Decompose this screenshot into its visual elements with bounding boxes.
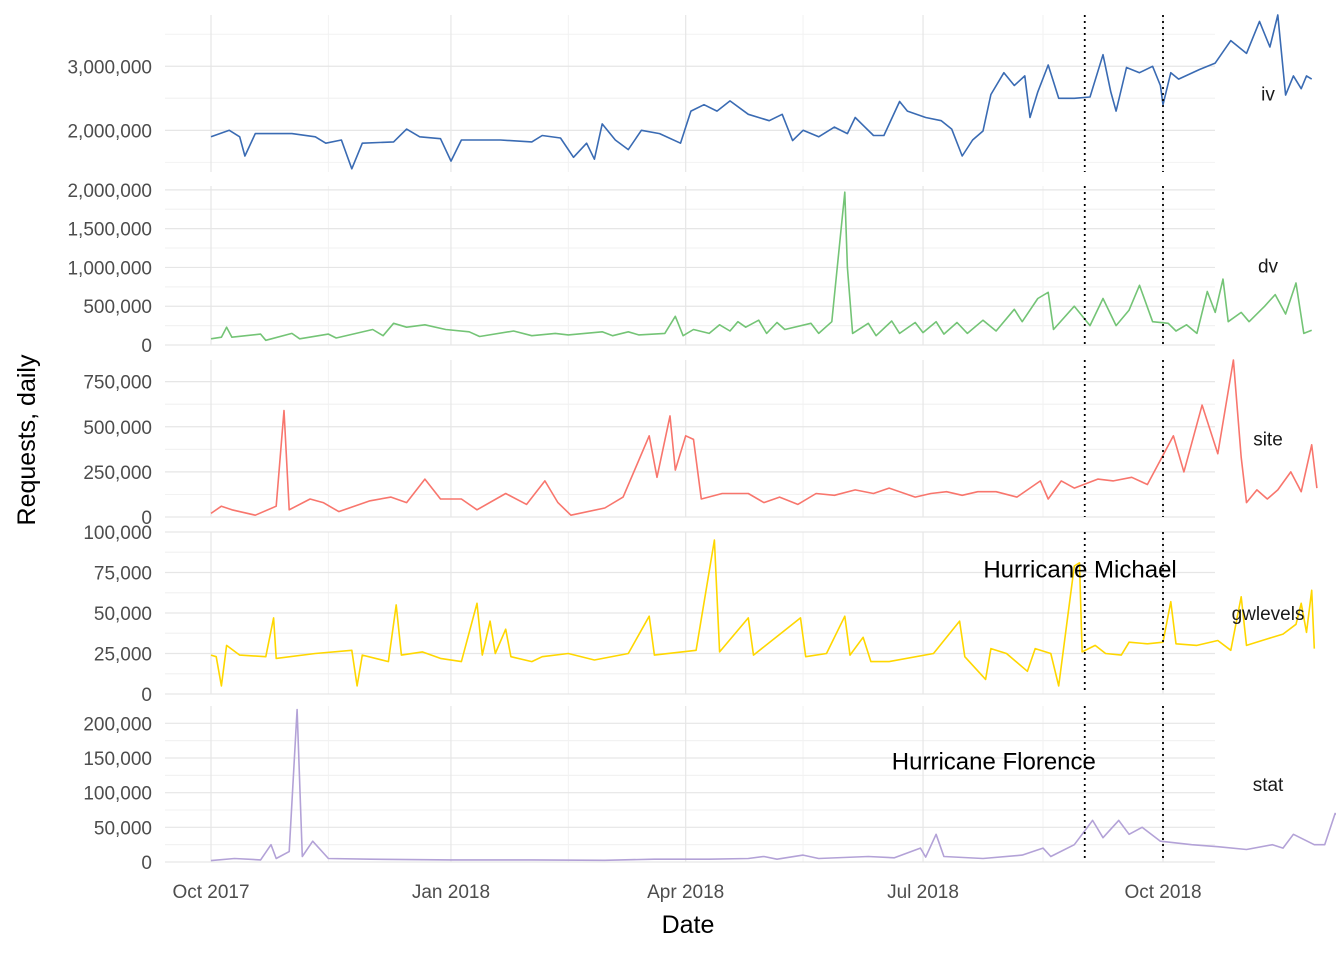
y-tick-label-iv: 2,000,000 — [67, 121, 152, 142]
y-tick-label-stat: 50,000 — [94, 818, 152, 839]
y-tick-label-site: 0 — [141, 508, 152, 529]
y-tick-label-dv: 1,000,000 — [67, 258, 152, 279]
facet-label-stat: stat — [1253, 775, 1284, 796]
x-tick-label: Jul 2018 — [887, 882, 959, 903]
annotation-hurricane-florence: Hurricane Florence — [892, 748, 1096, 775]
series-line-stat — [210, 708, 1336, 862]
y-tick-label-site: 750,000 — [83, 373, 152, 394]
facet-label-site: site — [1253, 430, 1283, 451]
y-tick-label-stat: 100,000 — [83, 784, 152, 805]
y-tick-label-site: 500,000 — [83, 418, 152, 439]
y-tick-label-stat: 150,000 — [83, 749, 152, 770]
y-axis-title: Requests, daily — [13, 354, 41, 525]
y-tick-label-site: 250,000 — [83, 463, 152, 484]
series-line-iv — [210, 14, 1313, 170]
x-tick-label: Apr 2018 — [647, 882, 724, 903]
x-axis-title: Date — [662, 911, 715, 939]
labels-layer: 2,000,000 3,000,000 iv 0 500,000 1,000,000 1,5… — [67, 57, 1304, 903]
y-tick-label-gwlevels: 25,000 — [94, 645, 152, 666]
x-tick-label: Jan 2018 — [412, 882, 490, 903]
y-tick-label-gwlevels: 75,000 — [94, 564, 152, 585]
y-tick-label-dv: 0 — [141, 336, 152, 357]
y-tick-label-stat: 200,000 — [83, 714, 152, 735]
marks-layer — [210, 14, 1336, 862]
y-tick-label-iv: 3,000,000 — [67, 57, 152, 78]
facet-label-dv: dv — [1258, 257, 1279, 278]
series-line-dv — [210, 191, 1312, 342]
y-tick-label-dv: 1,500,000 — [67, 220, 152, 241]
y-tick-label-gwlevels: 50,000 — [94, 604, 152, 625]
facet-label-gwlevels: gwlevels — [1232, 604, 1305, 625]
y-tick-label-stat: 0 — [141, 853, 152, 874]
x-tick-label: Oct 2017 — [172, 882, 249, 903]
series-line-gwlevels — [210, 539, 1316, 687]
facet-label-iv: iv — [1261, 85, 1275, 106]
x-tick-label: Oct 2018 — [1124, 882, 1201, 903]
y-tick-label-gwlevels: 0 — [141, 685, 152, 706]
y-tick-label-dv: 2,000,000 — [67, 181, 152, 202]
series-line-site — [210, 359, 1318, 516]
y-tick-label-dv: 500,000 — [83, 297, 152, 318]
y-tick-label-gwlevels: 100,000 — [83, 523, 152, 544]
annotation-hurricane-michael: Hurricane Michael — [983, 556, 1176, 583]
